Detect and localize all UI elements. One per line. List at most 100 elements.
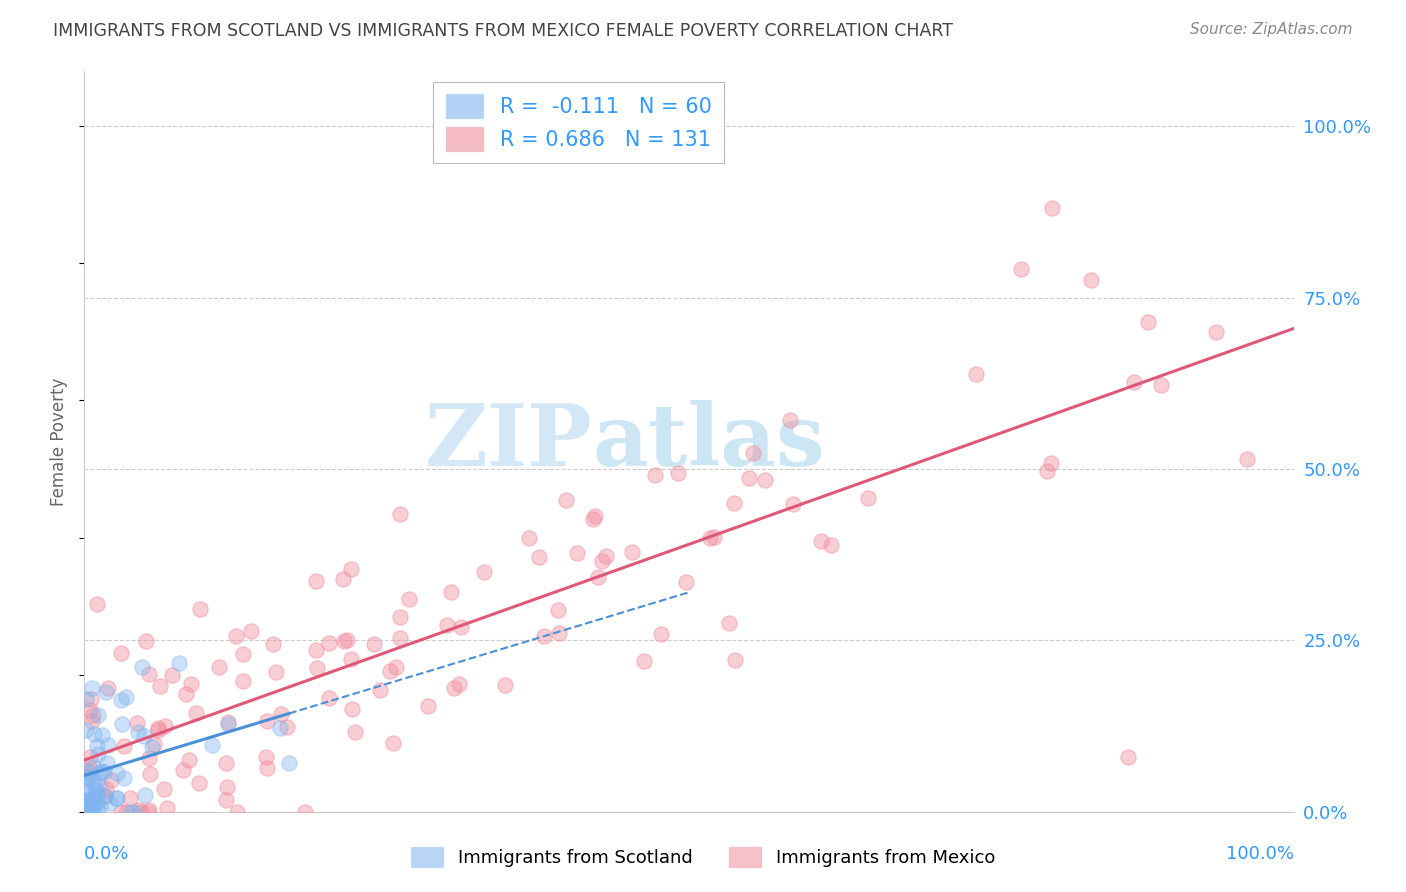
Point <box>389 610 412 624</box>
Point <box>380 664 402 678</box>
Point <box>533 629 555 643</box>
Point <box>208 659 231 673</box>
Point <box>305 643 328 657</box>
Point <box>586 570 609 584</box>
Point <box>555 493 578 508</box>
Point <box>718 615 741 630</box>
Point <box>127 725 149 739</box>
Point <box>644 467 666 482</box>
Point <box>1205 325 1227 339</box>
Point <box>84 795 107 809</box>
Point <box>1116 750 1139 764</box>
Point <box>76 786 98 800</box>
Point <box>83 727 105 741</box>
Point <box>270 706 292 721</box>
Point <box>965 367 987 381</box>
Point <box>398 591 420 606</box>
Point <box>174 687 197 701</box>
Point <box>97 738 120 752</box>
Point <box>135 634 157 648</box>
Point <box>180 677 202 691</box>
Point <box>82 707 104 722</box>
Point <box>262 637 284 651</box>
Point <box>440 585 463 599</box>
Point <box>160 668 183 682</box>
Point <box>225 629 247 643</box>
Point <box>264 665 287 679</box>
Text: 0.0%: 0.0% <box>84 845 129 863</box>
Text: 100.0%: 100.0% <box>1226 845 1294 863</box>
Point <box>186 706 208 720</box>
Point <box>90 764 112 779</box>
Point <box>232 648 254 662</box>
Point <box>152 781 174 796</box>
Point <box>80 803 103 817</box>
Point <box>187 776 209 790</box>
Point <box>127 715 149 730</box>
Point <box>122 805 145 819</box>
Point <box>754 473 776 487</box>
Point <box>97 681 120 696</box>
Point <box>1042 201 1064 215</box>
Point <box>105 791 128 805</box>
Point <box>529 550 551 565</box>
Point <box>167 657 190 671</box>
Point <box>75 764 97 779</box>
Point <box>105 766 128 780</box>
Point <box>548 626 571 640</box>
Point <box>343 724 366 739</box>
Point <box>620 545 643 559</box>
Point <box>77 770 100 784</box>
Point <box>1035 464 1057 478</box>
Point <box>856 491 879 506</box>
Point <box>89 799 111 814</box>
Point <box>96 685 118 699</box>
Point <box>77 795 100 809</box>
Point <box>139 767 162 781</box>
Point <box>110 646 132 660</box>
Point <box>724 653 747 667</box>
Point <box>382 736 405 750</box>
Point <box>141 740 163 755</box>
Point <box>217 717 239 731</box>
Point <box>436 617 458 632</box>
Point <box>254 750 277 764</box>
Point <box>79 750 101 764</box>
Point <box>336 633 359 648</box>
Point <box>98 796 121 810</box>
Point <box>89 765 111 780</box>
Point <box>134 788 156 802</box>
Point <box>217 714 239 729</box>
Point <box>450 620 472 634</box>
Point <box>738 471 761 485</box>
Point <box>96 782 118 797</box>
Point <box>215 780 238 794</box>
Point <box>232 673 254 688</box>
Point <box>333 634 356 648</box>
Point <box>142 738 165 752</box>
Point <box>156 801 179 815</box>
Point <box>385 660 408 674</box>
Point <box>278 756 301 770</box>
Point <box>79 793 101 807</box>
Legend: Immigrants from Scotland, Immigrants from Mexico: Immigrants from Scotland, Immigrants fro… <box>404 839 1002 874</box>
Point <box>1080 273 1102 287</box>
Point <box>256 761 278 775</box>
Point <box>138 751 160 765</box>
Point <box>595 549 617 563</box>
Text: Source: ZipAtlas.com: Source: ZipAtlas.com <box>1189 22 1353 37</box>
Point <box>76 799 98 814</box>
Point <box>668 466 690 480</box>
Point <box>82 714 104 728</box>
Point <box>86 739 108 754</box>
Point <box>110 693 132 707</box>
Point <box>82 774 104 789</box>
Point <box>256 714 278 728</box>
Point <box>339 562 361 576</box>
Point <box>675 574 697 589</box>
Point <box>110 805 132 819</box>
Point <box>239 624 262 638</box>
Legend: R =  -0.111   N = 60, R = 0.686   N = 131: R = -0.111 N = 60, R = 0.686 N = 131 <box>433 82 724 163</box>
Point <box>153 719 176 733</box>
Point <box>1236 452 1258 467</box>
